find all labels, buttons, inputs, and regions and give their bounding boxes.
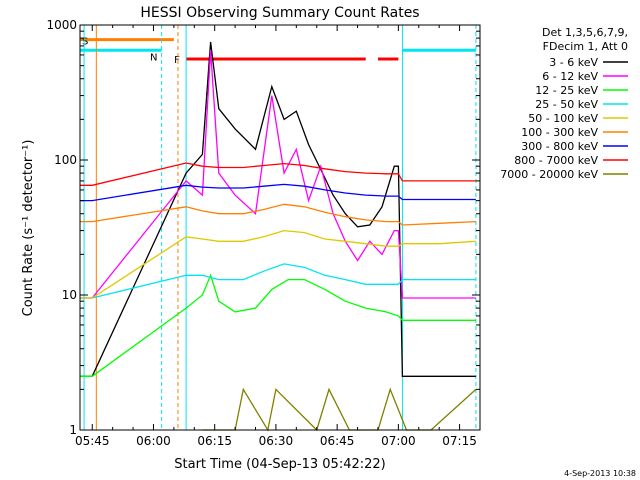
legend-label-6-12-kev: 6 - 12 keV (542, 70, 598, 83)
vlines-layer (83, 25, 477, 430)
legend-label-300-800-kev: 300 - 800 keV (521, 140, 598, 153)
series-line-3-6-kev (80, 41, 476, 377)
flag-label-n: N (150, 52, 157, 63)
flag-label-f: F (174, 55, 180, 66)
x-tick-label: 06:30 (259, 434, 294, 448)
y-tick-label: 1 (69, 423, 77, 437)
series-layer (80, 41, 477, 432)
x-tick-label: 07:15 (442, 434, 477, 448)
x-tick-label: 06:00 (136, 434, 171, 448)
legend-header-line: FDecim 1, Att 0 (543, 40, 628, 53)
series-line-300-800-kev (80, 183, 476, 202)
legend-label-50-100-kev: 50 - 100 keV (528, 112, 598, 125)
legend-label-3-6-kev: 3 - 6 keV (549, 56, 598, 69)
series-line-6-12-kev (80, 50, 476, 299)
x-tick-label: 06:15 (197, 434, 232, 448)
legend-header-line: Det 1,3,5,6,7,9, (542, 26, 628, 39)
series-line-12-25-kev (80, 273, 476, 377)
y-tick-label: 1000 (46, 18, 77, 32)
timestamp: 4-Sep-2013 10:38 (564, 469, 636, 478)
flag-label-s: S (82, 37, 88, 48)
series-line-50-100-kev (80, 229, 476, 299)
y-tick-label: 10 (62, 288, 77, 302)
chart-title: HESSI Observing Summary Count Rates (140, 5, 419, 21)
legend-label-800-7000-kev: 800 - 7000 keV (514, 154, 598, 167)
y-tick-label: 100 (54, 153, 77, 167)
axis-layer: 05:45 06:00 06:15 06:30 06:45 07:00 07:15 1 10 10… (46, 18, 481, 448)
legend-label-7000-20000-kev: 7000 - 20000 keV (500, 168, 598, 181)
flags-layer: S N F (80, 37, 476, 66)
series-line-7000-20000-kev (202, 387, 477, 432)
x-tick-label: 05:45 (75, 434, 110, 448)
legend-label-25-50-kev: 25 - 50 keV (535, 98, 598, 111)
series-line-25-50-kev (80, 263, 476, 299)
plot-frame (79, 24, 481, 431)
legend: Det 1,3,5,6,7,9,FDecim 1, Att 0 3 - 6 keV… (500, 26, 628, 181)
series-line-800-7000-kev (80, 162, 476, 186)
legend-label-12-25-kev: 12 - 25 keV (535, 84, 598, 97)
x-axis-label: Start Time (04-Sep-13 05:42:22) (174, 457, 385, 472)
x-tick-label: 06:45 (320, 434, 355, 448)
legend-label-100-300-kev: 100 - 300 keV (521, 126, 598, 139)
series-line-100-300-kev (80, 203, 476, 226)
x-tick-label: 07:00 (381, 434, 416, 448)
y-axis-label: Count Rate (s⁻¹ detector⁻¹) (21, 140, 36, 317)
